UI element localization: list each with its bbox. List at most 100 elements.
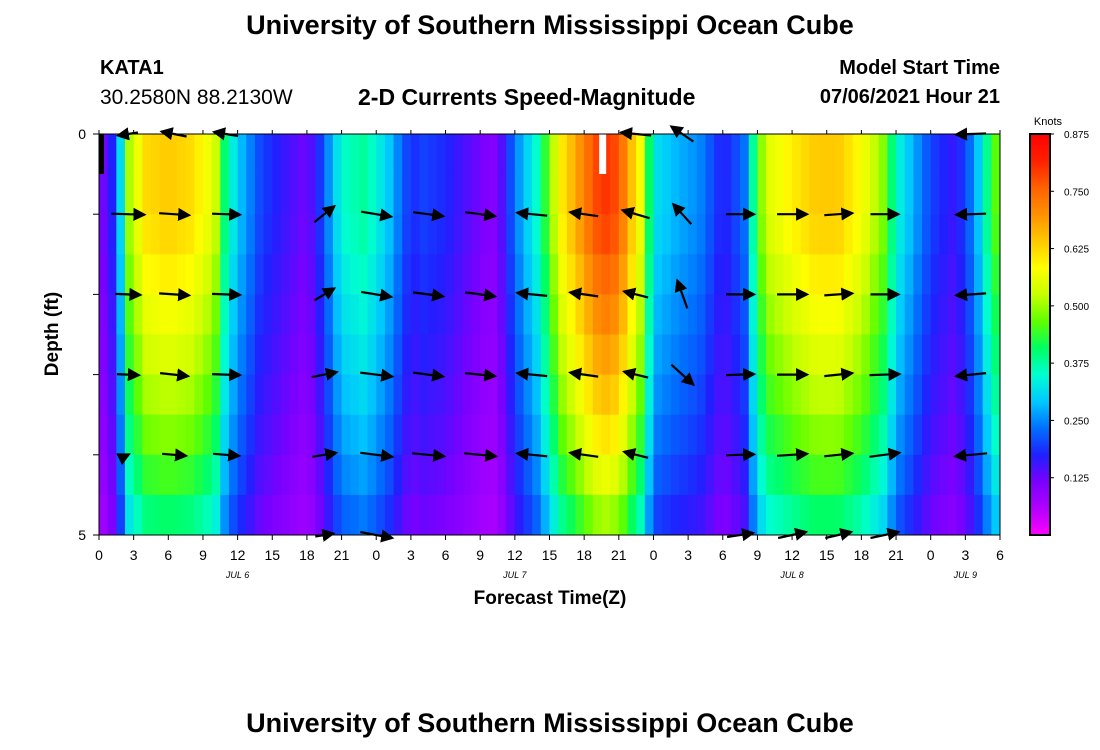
heatmap-cell xyxy=(930,414,940,456)
heatmap-cell xyxy=(358,174,369,215)
heatmap-cell xyxy=(142,134,152,175)
heatmap-cell xyxy=(480,214,490,255)
heatmap-cell xyxy=(445,134,455,175)
missing-data-marks xyxy=(99,134,607,174)
heatmap-cell xyxy=(592,214,603,255)
heatmap-cell xyxy=(532,454,542,496)
heatmap-cell xyxy=(497,414,507,456)
heatmap-cell xyxy=(705,494,715,535)
heatmap-cell xyxy=(332,454,343,496)
heatmap-cell xyxy=(246,134,256,175)
heatmap-cell xyxy=(896,414,906,456)
heatmap-cell xyxy=(740,214,750,255)
heatmap-cell xyxy=(514,454,525,496)
heatmap-cell xyxy=(445,334,455,376)
heatmap-cell xyxy=(696,454,707,496)
heatmap-cell xyxy=(904,374,914,416)
heatmap-cell xyxy=(896,494,906,535)
heatmap-cell xyxy=(956,174,966,215)
heatmap-cell xyxy=(558,214,568,255)
x-tick-label: 18 xyxy=(854,547,870,563)
heatmap-cell xyxy=(783,414,793,456)
heatmap-cell xyxy=(748,494,759,535)
heatmap-cell xyxy=(514,134,525,175)
heatmap-cell xyxy=(644,494,655,535)
heatmap-cell xyxy=(679,374,689,416)
heatmap-cell xyxy=(844,454,854,496)
heatmap-cell xyxy=(627,294,637,336)
heatmap-cell xyxy=(601,294,611,336)
heatmap-cell xyxy=(523,454,533,496)
heatmap-cell xyxy=(358,454,369,496)
current-arrow xyxy=(413,288,446,302)
heatmap-cell xyxy=(263,174,273,215)
heatmap-cell xyxy=(653,414,663,456)
heatmap-cell xyxy=(714,214,724,255)
heatmap-cell xyxy=(142,294,152,336)
heatmap-cell xyxy=(558,174,568,215)
heatmap-cell xyxy=(696,294,707,336)
heatmap-cell xyxy=(558,494,568,535)
heatmap-cell xyxy=(202,134,213,175)
heatmap-cell xyxy=(800,134,810,175)
heatmap-cell xyxy=(384,214,395,255)
heatmap-cell xyxy=(185,414,195,456)
current-arrow xyxy=(568,447,599,461)
heatmap-cell xyxy=(263,294,273,336)
heatmap-cell xyxy=(870,134,880,175)
heatmap-cell xyxy=(159,374,169,416)
heatmap-cell xyxy=(298,414,308,456)
heatmap-cell xyxy=(376,374,386,416)
heatmap-cell xyxy=(644,134,655,175)
heatmap-cell xyxy=(454,294,464,336)
heatmap-cell xyxy=(159,294,169,336)
heatmap-cell xyxy=(99,254,109,295)
heatmap-cell xyxy=(818,294,828,336)
heatmap-cell xyxy=(298,494,308,535)
heatmap-cell xyxy=(254,134,265,175)
heatmap-cell xyxy=(107,414,117,456)
heatmap-cell xyxy=(289,134,299,175)
heatmap-cell xyxy=(436,374,447,416)
y-tick-label: 5 xyxy=(78,527,86,543)
heatmap-cell xyxy=(263,214,273,255)
heatmap-cell xyxy=(272,134,282,175)
heatmap-cell xyxy=(176,454,187,496)
heatmap-cell xyxy=(298,454,308,496)
heatmap-cell xyxy=(471,294,481,336)
heatmap-cell xyxy=(809,174,819,215)
heatmap-cell xyxy=(592,294,603,336)
current-arrow xyxy=(159,368,191,382)
heatmap-cell xyxy=(150,494,161,535)
heatmap-cell xyxy=(376,454,386,496)
heatmap-cell xyxy=(384,134,395,175)
heatmap-cell xyxy=(497,454,507,496)
heatmap-cell xyxy=(150,134,161,175)
heatmap-cell xyxy=(740,454,750,496)
heatmap-cell xyxy=(939,454,949,496)
heatmap-cell xyxy=(618,494,629,535)
heatmap-cell xyxy=(142,254,152,295)
heatmap-cell xyxy=(332,414,343,456)
heatmap-cell xyxy=(220,134,230,175)
heatmap-cell xyxy=(904,334,914,376)
heatmap-cell xyxy=(670,334,681,376)
heatmap-cell xyxy=(445,374,455,416)
heatmap-cell xyxy=(142,494,152,535)
heatmap-cell xyxy=(514,294,525,336)
heatmap-cell xyxy=(636,374,646,416)
heatmap-cell xyxy=(497,294,507,336)
heatmap-cell xyxy=(948,454,958,496)
heatmap-cell xyxy=(956,254,966,295)
heatmap-cell xyxy=(566,454,577,496)
heatmap-cell xyxy=(714,134,724,175)
heatmap-cell xyxy=(298,334,308,376)
heatmap-cell xyxy=(350,414,360,456)
heatmap-cell xyxy=(644,174,655,215)
heatmap-cell xyxy=(497,174,507,215)
heatmap-cell xyxy=(462,334,473,376)
heatmap-cell xyxy=(384,494,395,535)
colorbar-tick-label: 0.625 xyxy=(1064,245,1089,256)
heatmap-cell xyxy=(930,134,940,175)
heatmap-cell xyxy=(610,294,620,336)
